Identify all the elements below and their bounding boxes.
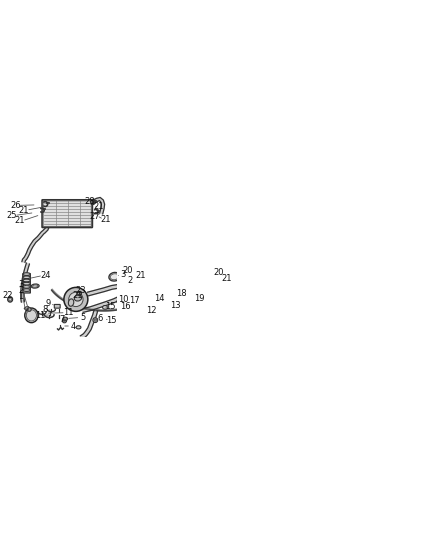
FancyBboxPatch shape [23,274,30,293]
Ellipse shape [23,286,30,288]
Text: 21: 21 [15,216,25,225]
Ellipse shape [26,310,36,321]
Text: 21: 21 [72,291,82,300]
Text: 7: 7 [59,315,64,324]
Ellipse shape [156,279,160,281]
Text: 21: 21 [19,206,29,215]
Circle shape [69,292,83,306]
Ellipse shape [156,274,160,277]
Circle shape [28,308,31,311]
Text: 3: 3 [18,280,24,289]
Ellipse shape [23,289,30,292]
Text: 3: 3 [120,270,126,279]
Text: 26: 26 [10,201,21,210]
FancyBboxPatch shape [54,304,60,308]
Circle shape [77,292,81,296]
Polygon shape [88,197,105,214]
Ellipse shape [31,284,39,288]
Circle shape [93,318,98,322]
Text: 11: 11 [35,311,46,320]
Text: 4: 4 [71,321,76,330]
Text: 27: 27 [89,212,100,221]
Text: 21: 21 [101,215,111,224]
Ellipse shape [68,299,74,306]
Ellipse shape [76,326,81,329]
Text: 21: 21 [221,273,232,282]
Ellipse shape [74,295,81,301]
Text: 16: 16 [120,302,131,311]
Text: 21: 21 [94,202,104,211]
Text: 9: 9 [45,299,50,308]
Polygon shape [22,227,49,262]
Polygon shape [146,276,179,287]
Text: 10: 10 [118,295,128,304]
Polygon shape [80,310,98,339]
Polygon shape [82,288,137,312]
Text: 21: 21 [136,271,146,280]
Ellipse shape [102,305,108,309]
Text: 25: 25 [7,211,17,220]
Circle shape [64,287,88,311]
Circle shape [64,320,66,322]
Text: 15: 15 [106,316,117,325]
Text: 12: 12 [146,305,157,314]
Ellipse shape [8,297,13,302]
Text: 20: 20 [123,266,133,275]
Ellipse shape [109,272,120,281]
Text: 2: 2 [128,276,133,285]
Text: 14: 14 [155,294,165,303]
Circle shape [190,293,193,296]
Text: 18: 18 [176,289,186,298]
Polygon shape [87,276,165,296]
FancyBboxPatch shape [128,272,133,275]
Text: 6: 6 [97,314,102,323]
Text: 24: 24 [40,271,50,280]
Ellipse shape [23,279,30,282]
Ellipse shape [25,308,38,322]
Text: 8: 8 [42,305,47,314]
Ellipse shape [23,282,30,285]
FancyBboxPatch shape [152,271,173,286]
Text: 23: 23 [75,286,86,295]
Ellipse shape [63,317,67,320]
FancyBboxPatch shape [44,208,46,209]
Text: 28: 28 [85,197,95,206]
FancyBboxPatch shape [213,274,218,278]
Ellipse shape [162,274,166,277]
FancyBboxPatch shape [48,202,49,203]
Text: 20: 20 [213,268,223,277]
Text: 17: 17 [129,296,140,305]
Text: 15: 15 [105,302,116,311]
Text: 19: 19 [194,294,205,303]
Circle shape [188,292,194,298]
Circle shape [62,319,67,323]
Text: 13: 13 [170,301,181,310]
FancyBboxPatch shape [98,209,99,211]
FancyBboxPatch shape [42,200,92,228]
Ellipse shape [23,276,30,279]
Ellipse shape [25,306,29,309]
Polygon shape [21,263,29,302]
Ellipse shape [23,273,30,276]
Text: 5: 5 [80,313,85,322]
Text: 22: 22 [2,291,13,300]
Ellipse shape [162,279,166,281]
Text: 2: 2 [18,286,23,295]
Text: 1: 1 [18,292,23,301]
FancyBboxPatch shape [95,200,96,201]
Text: 11: 11 [63,308,73,317]
Circle shape [94,319,96,321]
